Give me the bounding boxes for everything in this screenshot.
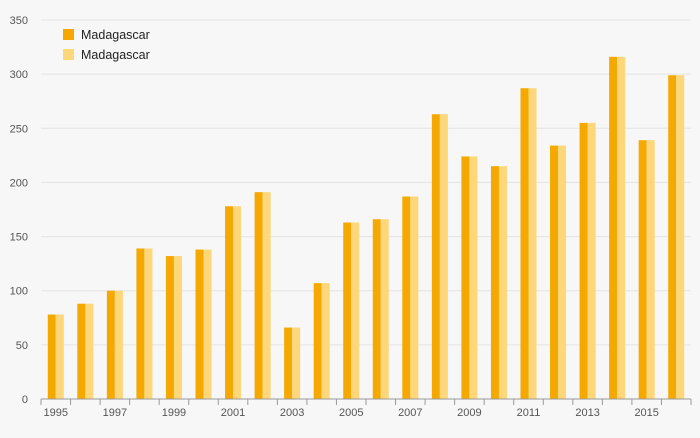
legend-label-series-1: Madagascar (81, 28, 150, 42)
y-tick-label: 0 (22, 394, 28, 406)
legend-label-series-2: Madagascar (81, 48, 150, 62)
bar-2003-series-1 (284, 327, 293, 399)
y-tick-label: 300 (10, 69, 28, 81)
y-tick-label: 150 (10, 232, 28, 244)
legend: Madagascar Madagascar (63, 28, 150, 62)
bar-1998-series-1 (136, 248, 145, 399)
x-tick-label: 1995 (44, 407, 68, 419)
bar-2005-series-2 (351, 222, 360, 399)
bars (47, 56, 685, 400)
legend-swatch-series-1 (63, 29, 74, 40)
bar-2001-series-1 (225, 206, 234, 399)
bar-2014-series-2 (617, 56, 626, 400)
bar-2014-series-1 (609, 56, 618, 400)
bar-2011-series-1 (520, 88, 529, 399)
bar-2013-series-2 (587, 122, 596, 399)
bar-1995-series-2 (55, 314, 64, 399)
x-tick-label: 2015 (634, 407, 658, 419)
x-tick-label: 2013 (575, 407, 599, 419)
bar-2001-series-2 (233, 206, 242, 399)
bar-2005-series-1 (343, 222, 352, 399)
x-tick-label: 1999 (162, 407, 186, 419)
bar-1997-series-1 (106, 290, 115, 399)
bar-2009-series-1 (461, 156, 470, 399)
bar-2008-series-1 (431, 114, 440, 400)
bar-1996-series-2 (85, 303, 94, 399)
x-tick-label: 1997 (103, 407, 127, 419)
legend-swatch-series-2 (63, 49, 74, 60)
bar-1999-series-1 (165, 256, 174, 399)
y-tick-label: 50 (16, 340, 28, 352)
y-tick-label: 200 (10, 177, 28, 189)
bar-2007-series-2 (410, 196, 419, 399)
x-tick-label: 2003 (280, 407, 304, 419)
y-tick-label: 250 (10, 123, 28, 135)
bar-2016-series-2 (676, 75, 685, 400)
x-tick-label: 2011 (517, 407, 541, 419)
bar-2004-series-1 (313, 283, 322, 399)
bar-2008-series-2 (439, 114, 448, 400)
x-tick-label: 2009 (457, 407, 481, 419)
bar-2012-series-2 (558, 145, 567, 399)
bar-2006-series-1 (372, 219, 381, 399)
x-tick-label: 2007 (398, 407, 422, 419)
axes: 0 50 100 150 200 250 300 350 1995 1997 1999 2001 200… (10, 15, 692, 419)
bar-1998-series-2 (144, 248, 153, 399)
bar-1996-series-1 (77, 303, 86, 399)
bar-1997-series-2 (114, 290, 123, 399)
bar-1995-series-1 (47, 314, 56, 399)
bar-2000-series-2 (203, 249, 212, 399)
bar-2007-series-1 (402, 196, 411, 399)
x-tick-label: 2005 (339, 407, 363, 419)
bar-2011-series-2 (528, 88, 537, 399)
bar-2013-series-1 (579, 122, 588, 399)
bar-2002-series-2 (262, 192, 271, 399)
bar-2015-series-1 (638, 140, 647, 399)
bar-2006-series-2 (380, 219, 389, 399)
bar-2012-series-1 (550, 145, 559, 399)
x-tick-label: 2001 (221, 407, 245, 419)
bar-2016-series-1 (668, 75, 677, 400)
bar-2009-series-2 (469, 156, 478, 399)
bar-2010-series-2 (498, 166, 507, 399)
y-tick-label: 350 (10, 15, 28, 27)
bar-2002-series-1 (254, 192, 263, 399)
y-tick-label: 100 (10, 286, 28, 298)
bar-2003-series-2 (292, 327, 301, 399)
bar-2000-series-1 (195, 249, 204, 399)
bar-1999-series-2 (173, 256, 182, 399)
bar-2015-series-2 (646, 140, 655, 399)
bar-2010-series-1 (490, 166, 499, 399)
bar-2004-series-2 (321, 283, 330, 399)
